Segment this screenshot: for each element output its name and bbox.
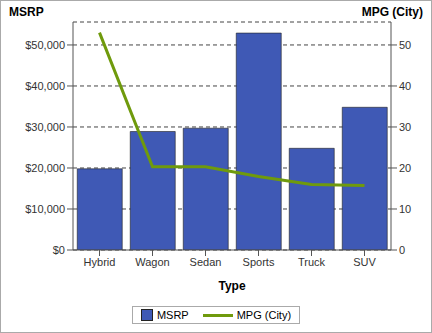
html-text:MSRP: MSRP (156, 309, 189, 321)
svg-text:0: 0 (399, 244, 405, 256)
svg-text:Sedan: Sedan (190, 256, 222, 268)
svg-text:Sports: Sports (243, 256, 275, 268)
svg-text:Truck: Truck (298, 256, 326, 268)
svg-text:30: 30 (399, 121, 411, 133)
svg-text:50: 50 (399, 39, 411, 51)
svg-text:Type: Type (218, 279, 245, 293)
svg-text:SUV: SUV (353, 256, 376, 268)
svg-text:Wagon: Wagon (135, 256, 169, 268)
svg-text:Hybrid: Hybrid (84, 256, 116, 268)
html-text:MPG (City): MPG (City) (236, 309, 292, 321)
svg-text:$40,000: $40,000 (25, 80, 65, 92)
svg-text:40: 40 (399, 80, 411, 92)
svg-text:$20,000: $20,000 (25, 162, 65, 174)
svg-text:$30,000: $30,000 (25, 121, 65, 133)
svg-text:$50,000: $50,000 (25, 39, 65, 51)
html-text:MPG (City): MPG (City) (361, 5, 423, 19)
svg-text:10: 10 (399, 203, 411, 215)
svg-text:$10,000: $10,000 (25, 203, 65, 215)
html-text:MSRP: MSRP (9, 5, 44, 19)
svg-text:$0: $0 (53, 244, 65, 256)
svg-text:20: 20 (399, 162, 411, 174)
